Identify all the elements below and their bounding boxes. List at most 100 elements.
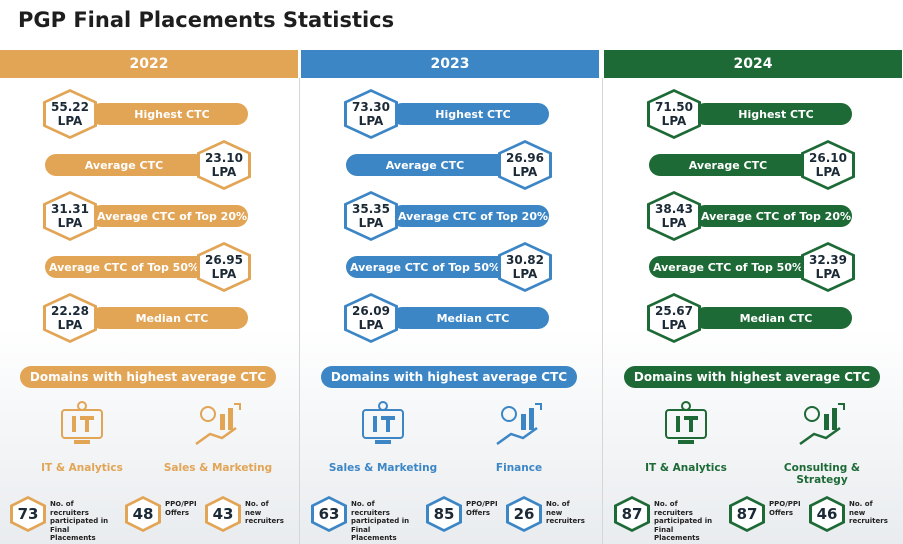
year-column: 2023 Highest CTC 73.30 LPA Average CTC 26.96 L…: [301, 50, 599, 544]
count-box: 73: [13, 499, 43, 529]
domain-icon: [491, 400, 547, 456]
stat-hexagon: 26.09 LPA: [344, 293, 398, 343]
stat-value: 23.10: [205, 151, 243, 165]
stat-label: Average CTC of Top 50%: [45, 256, 215, 278]
stat-value: 22.28: [51, 304, 89, 318]
count-hexagon: 73: [10, 496, 46, 532]
year-column: 2022 Highest CTC 55.22 LPA Average CTC 23.10 L…: [0, 50, 298, 544]
stat-hexagon: 31.31 LPA: [43, 191, 97, 241]
stat-hexagon: 35.35 LPA: [344, 191, 398, 241]
domains-title: Domains with highest average CTC: [20, 366, 276, 388]
stat-unit: LPA: [661, 114, 687, 128]
count-hexagon: 48: [125, 496, 161, 532]
stat-value: 35.35: [352, 202, 390, 216]
stat-unit: LPA: [211, 165, 237, 179]
count-hexagon: 85: [426, 496, 462, 532]
year-header: 2023: [301, 50, 599, 78]
stat-unit: LPA: [661, 216, 687, 230]
icon: [665, 401, 707, 444]
domain-label: Finance: [495, 462, 543, 474]
stat-unit: LPA: [211, 267, 237, 281]
stat-box: 73.30 LPA: [347, 92, 395, 136]
domain-icon: [794, 400, 850, 456]
stat-label: Highest CTC: [391, 103, 549, 125]
stat-box: 22.28 LPA: [46, 296, 94, 340]
count-label: No. of new recruiters: [546, 500, 585, 525]
stat-box: 26.10 LPA: [804, 143, 852, 187]
count-hexagon: 87: [614, 496, 650, 532]
stat-box: 26.95 LPA: [200, 245, 248, 289]
stat-unit: LPA: [661, 318, 687, 332]
domain-icon: [355, 400, 411, 456]
page-title: PGP Final Placements Statistics: [18, 8, 395, 32]
stat-unit: LPA: [358, 216, 384, 230]
stat-unit: LPA: [57, 216, 83, 230]
stat-hexagon: 25.67 LPA: [647, 293, 701, 343]
stat-hexagon: 26.96 LPA: [498, 140, 552, 190]
stat-label: Average CTC of Top 50%: [346, 256, 516, 278]
domain-label: Consulting & Strategy: [783, 462, 861, 486]
stat-value: 26.95: [205, 253, 243, 267]
stat-box: 38.43 LPA: [650, 194, 698, 238]
stat-box: 26.09 LPA: [347, 296, 395, 340]
count-box: 26: [509, 499, 539, 529]
stat-label: Highest CTC: [694, 103, 852, 125]
stat-box: 30.82 LPA: [501, 245, 549, 289]
domain-icon: [658, 400, 714, 456]
stat-hexagon: 55.22 LPA: [43, 89, 97, 139]
stat-label: Median CTC: [90, 307, 248, 329]
count-hexagon: 26: [506, 496, 542, 532]
domain-label: Sales & Marketing: [328, 462, 438, 474]
domains-title: Domains with highest average CTC: [624, 366, 880, 388]
count-value: 26: [513, 505, 535, 523]
stat-unit: LPA: [358, 318, 384, 332]
stat-hexagon: 26.10 LPA: [801, 140, 855, 190]
count-label: PPO/PPI Offers: [769, 500, 801, 517]
count-box: 46: [812, 499, 842, 529]
stat-unit: LPA: [358, 114, 384, 128]
count-label: No. of recruiters participated in Final …: [50, 500, 109, 542]
count-value: 87: [621, 505, 643, 523]
stat-value: 38.43: [655, 202, 693, 216]
stat-hexagon: 32.39 LPA: [801, 242, 855, 292]
stat-label: Median CTC: [391, 307, 549, 329]
stat-unit: LPA: [815, 267, 841, 281]
domain-icon: [54, 400, 110, 456]
stat-box: 26.96 LPA: [501, 143, 549, 187]
stat-value: 73.30: [352, 100, 390, 114]
count-value: 48: [132, 505, 154, 523]
stat-value: 55.22: [51, 100, 89, 114]
count-label: No. of recruiters participated in Final …: [654, 500, 713, 542]
count-box: 87: [732, 499, 762, 529]
count-label: PPO/PPI Offers: [466, 500, 498, 517]
count-value: 43: [212, 505, 234, 523]
year-column: 2024 Highest CTC 71.50 LPA Average CTC 26.10 L…: [604, 50, 902, 544]
stat-box: 35.35 LPA: [347, 194, 395, 238]
domain-label: IT & Analytics: [41, 462, 123, 474]
stat-hexagon: 22.28 LPA: [43, 293, 97, 343]
count-box: 43: [208, 499, 238, 529]
stat-label: Highest CTC: [90, 103, 248, 125]
stat-box: 25.67 LPA: [650, 296, 698, 340]
count-value: 63: [318, 505, 340, 523]
stat-hexagon: 23.10 LPA: [197, 140, 251, 190]
stat-value: 26.10: [809, 151, 847, 165]
stat-value: 25.67: [655, 304, 693, 318]
stat-value: 71.50: [655, 100, 693, 114]
stat-hexagon: 73.30 LPA: [344, 89, 398, 139]
stat-box: 31.31 LPA: [46, 194, 94, 238]
count-value: 87: [736, 505, 758, 523]
stat-hexagon: 71.50 LPA: [647, 89, 701, 139]
icon: [61, 401, 103, 444]
domain-icon: [190, 400, 246, 456]
year-header: 2024: [604, 50, 902, 78]
stat-hexagon: 26.95 LPA: [197, 242, 251, 292]
stat-box: 55.22 LPA: [46, 92, 94, 136]
stat-unit: LPA: [512, 165, 538, 179]
stat-unit: LPA: [512, 267, 538, 281]
stat-unit: LPA: [815, 165, 841, 179]
count-value: 73: [17, 505, 39, 523]
stat-unit: LPA: [57, 114, 83, 128]
count-label: No. of new recruiters: [245, 500, 284, 525]
